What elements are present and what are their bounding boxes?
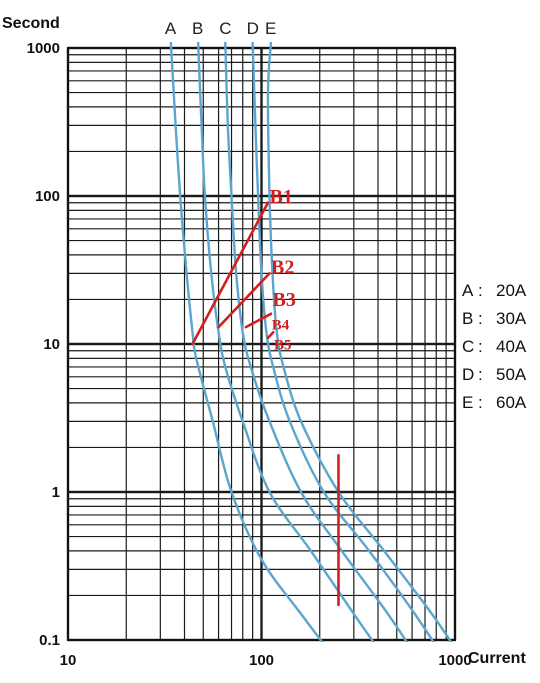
curve-label-e: E: [265, 19, 276, 38]
series-line-a: [169, 41, 324, 642]
legend-key-b: B: [462, 309, 473, 328]
legend-key-c: C: [462, 337, 474, 356]
annotation-label-b5: B5: [274, 337, 292, 353]
annotation-segment-b4: [266, 330, 275, 340]
plot-frame: [66, 46, 457, 642]
y-tick-label: 1000: [27, 40, 60, 57]
legend-value-c: 40A: [496, 337, 527, 356]
series-line-d: [251, 41, 435, 642]
curve-label-b: B: [192, 19, 203, 38]
annotation-segment-b3: [244, 312, 273, 329]
series-line-b: [196, 41, 375, 642]
legend-value-b: 30A: [496, 309, 527, 328]
legend-value-e: 60A: [496, 393, 527, 412]
curve-label-d: D: [247, 19, 259, 38]
x-axis-title: Current: [468, 650, 526, 667]
curve-label-a: A: [165, 19, 177, 38]
legend-separator: :: [478, 337, 483, 356]
tick-labels: 10 100 1000 1000 100 10 1 0.1: [27, 40, 472, 669]
x-tick-label: 100: [249, 652, 274, 669]
curve-label-c: C: [219, 19, 231, 38]
y-tick-label: 0.1: [39, 632, 60, 649]
y-tick-label: 1: [52, 484, 60, 501]
annotation-segment-b1: [191, 201, 270, 346]
annotation-label-b1: B1: [270, 186, 293, 208]
legend-key-d: D: [462, 365, 474, 384]
series-line-e: [266, 41, 453, 642]
y-tick-label: 10: [43, 336, 60, 353]
y-axis-title: Second: [2, 15, 60, 32]
legend-separator: :: [478, 281, 483, 300]
legend-separator: :: [478, 365, 483, 384]
annotation-segment-b2: [217, 272, 271, 329]
legend-value-a: 20A: [496, 281, 527, 300]
curves: [169, 41, 453, 642]
legend-separator: :: [478, 393, 483, 412]
annotation-label-b3: B3: [273, 289, 296, 311]
annotations: B1 B2 B3 B4 B5: [191, 186, 340, 606]
legend-key-e: E: [462, 393, 473, 412]
legend-value-d: 50A: [496, 365, 527, 384]
legend-separator: :: [478, 309, 483, 328]
annotation-label-b2: B2: [271, 256, 294, 278]
legend-key-a: A: [462, 281, 474, 300]
x-tick-label: 1000: [438, 652, 471, 669]
y-tick-label: 100: [35, 188, 60, 205]
x-tick-label: 10: [60, 652, 77, 669]
annotation-label-b4: B4: [272, 318, 290, 334]
grid: [66, 46, 457, 642]
series-line-c: [224, 41, 409, 642]
